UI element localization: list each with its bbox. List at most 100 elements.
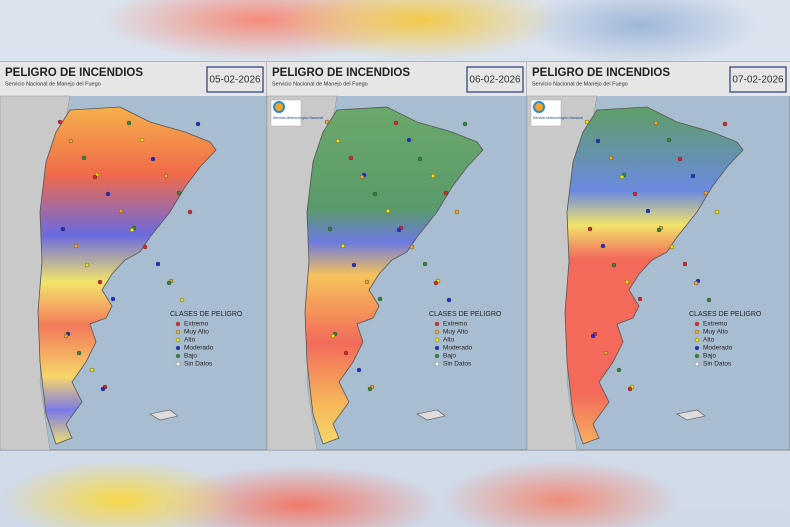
islands	[416, 409, 446, 421]
station-dot	[163, 173, 169, 179]
logo-icon	[533, 101, 545, 113]
station-dot	[409, 244, 415, 250]
legend-label: Extremo	[184, 321, 209, 328]
station-dot	[645, 208, 651, 214]
panel-title: PELIGRO DE INCENDIOS	[532, 67, 670, 79]
legend-label: Sin Datos	[184, 361, 213, 368]
panel-title: PELIGRO DE INCENDIOS	[5, 67, 143, 79]
station-dot	[110, 296, 116, 302]
station-dot	[118, 208, 124, 214]
legend-label: Bajo	[443, 353, 456, 360]
station-dot	[433, 280, 439, 286]
legend-label: Alto	[184, 337, 196, 344]
station-dot	[100, 386, 106, 392]
station-dot	[63, 333, 69, 339]
station-dot	[385, 208, 391, 214]
legend-swatch	[175, 361, 181, 367]
station-dot	[142, 244, 148, 250]
legend-swatch	[694, 361, 700, 367]
station-dot	[603, 350, 609, 356]
panel-subtitle: Servicio Nacional de Manejo del Fuego	[272, 81, 368, 87]
legend-title: CLASES DE PELIGRO	[429, 311, 502, 318]
legend-label: Moderado	[443, 345, 473, 352]
legend-label: Bajo	[184, 353, 197, 360]
station-dot	[330, 333, 336, 339]
station-dot	[60, 226, 66, 232]
station-dot	[139, 137, 145, 143]
logo-text: Servicio Meteorológico Nacional	[533, 116, 583, 120]
station-dot	[73, 243, 79, 249]
country-shape	[564, 106, 744, 445]
station-dot	[590, 333, 596, 339]
station-dot	[105, 191, 111, 197]
station-dot	[372, 191, 378, 197]
station-dot	[343, 350, 349, 356]
legend-title: CLASES DE PELIGRO	[170, 311, 243, 318]
station-dot	[690, 173, 696, 179]
panel-subtitle: Servicio Nacional de Manejo del Fuego	[5, 81, 101, 87]
station-dot	[367, 386, 373, 392]
station-dot	[126, 120, 132, 126]
legend-swatch	[175, 353, 181, 359]
station-dot	[393, 120, 399, 126]
station-dot	[195, 121, 201, 127]
station-dot	[150, 156, 156, 162]
legend-label: Sin Datos	[703, 361, 732, 368]
station-dot	[722, 121, 728, 127]
station-dot	[619, 174, 625, 180]
station-dot	[155, 261, 161, 267]
station-dot	[89, 367, 95, 373]
station-dot	[595, 138, 601, 144]
station-dot	[92, 174, 98, 180]
legend-label: Alto	[443, 337, 455, 344]
station-dot	[76, 350, 82, 356]
station-dot	[608, 155, 614, 161]
station-dot	[84, 262, 90, 268]
station-dot	[443, 190, 449, 196]
station-dot	[627, 386, 633, 392]
station-dot	[348, 155, 354, 161]
station-dot	[417, 156, 423, 162]
station-dot	[81, 155, 87, 161]
panel-date: 05-02-2026	[209, 75, 261, 86]
map-panel: PELIGRO DE INCENDIOS Servicio Nacional de…	[266, 61, 528, 451]
panel-title: PELIGRO DE INCENDIOS	[272, 67, 410, 79]
panel-subtitle: Servicio Nacional de Manejo del Fuego	[532, 81, 628, 87]
station-dot	[446, 297, 452, 303]
map-panel: PELIGRO DE INCENDIOS Servicio Nacional de…	[526, 61, 790, 451]
station-dot	[587, 226, 593, 232]
station-dot	[422, 261, 428, 267]
station-dot	[669, 244, 675, 250]
date-box	[206, 66, 264, 93]
legend-swatch	[434, 353, 440, 359]
legend-swatch	[434, 345, 440, 351]
station-dot	[396, 227, 402, 233]
station-dot	[624, 279, 630, 285]
panel-header	[527, 62, 790, 96]
station-dot	[703, 190, 709, 196]
station-dot	[637, 296, 643, 302]
date-box	[466, 66, 524, 93]
legend-swatch	[434, 337, 440, 343]
station-dot	[406, 137, 412, 143]
station-dot	[166, 280, 172, 286]
legend-label: Sin Datos	[443, 361, 472, 368]
station-dot	[356, 367, 362, 373]
legend-label: Moderado	[184, 345, 214, 352]
legend-label: Alto	[703, 337, 715, 344]
station-dot	[632, 191, 638, 197]
logo-text: Servicio Meteorológico Nacional	[273, 116, 323, 120]
panel-header	[0, 62, 267, 96]
legend-swatch	[694, 337, 700, 343]
panel-header	[267, 62, 527, 96]
station-dot	[462, 121, 468, 127]
station-dot	[616, 367, 622, 373]
map-panel: PELIGRO DE INCENDIOS Servicio Nacional de…	[0, 61, 268, 451]
station-dot	[57, 119, 63, 125]
station-dot	[677, 156, 683, 162]
station-dot	[359, 174, 365, 180]
station-dot	[324, 119, 330, 125]
legend-swatch	[694, 353, 700, 359]
legend-swatch	[175, 345, 181, 351]
